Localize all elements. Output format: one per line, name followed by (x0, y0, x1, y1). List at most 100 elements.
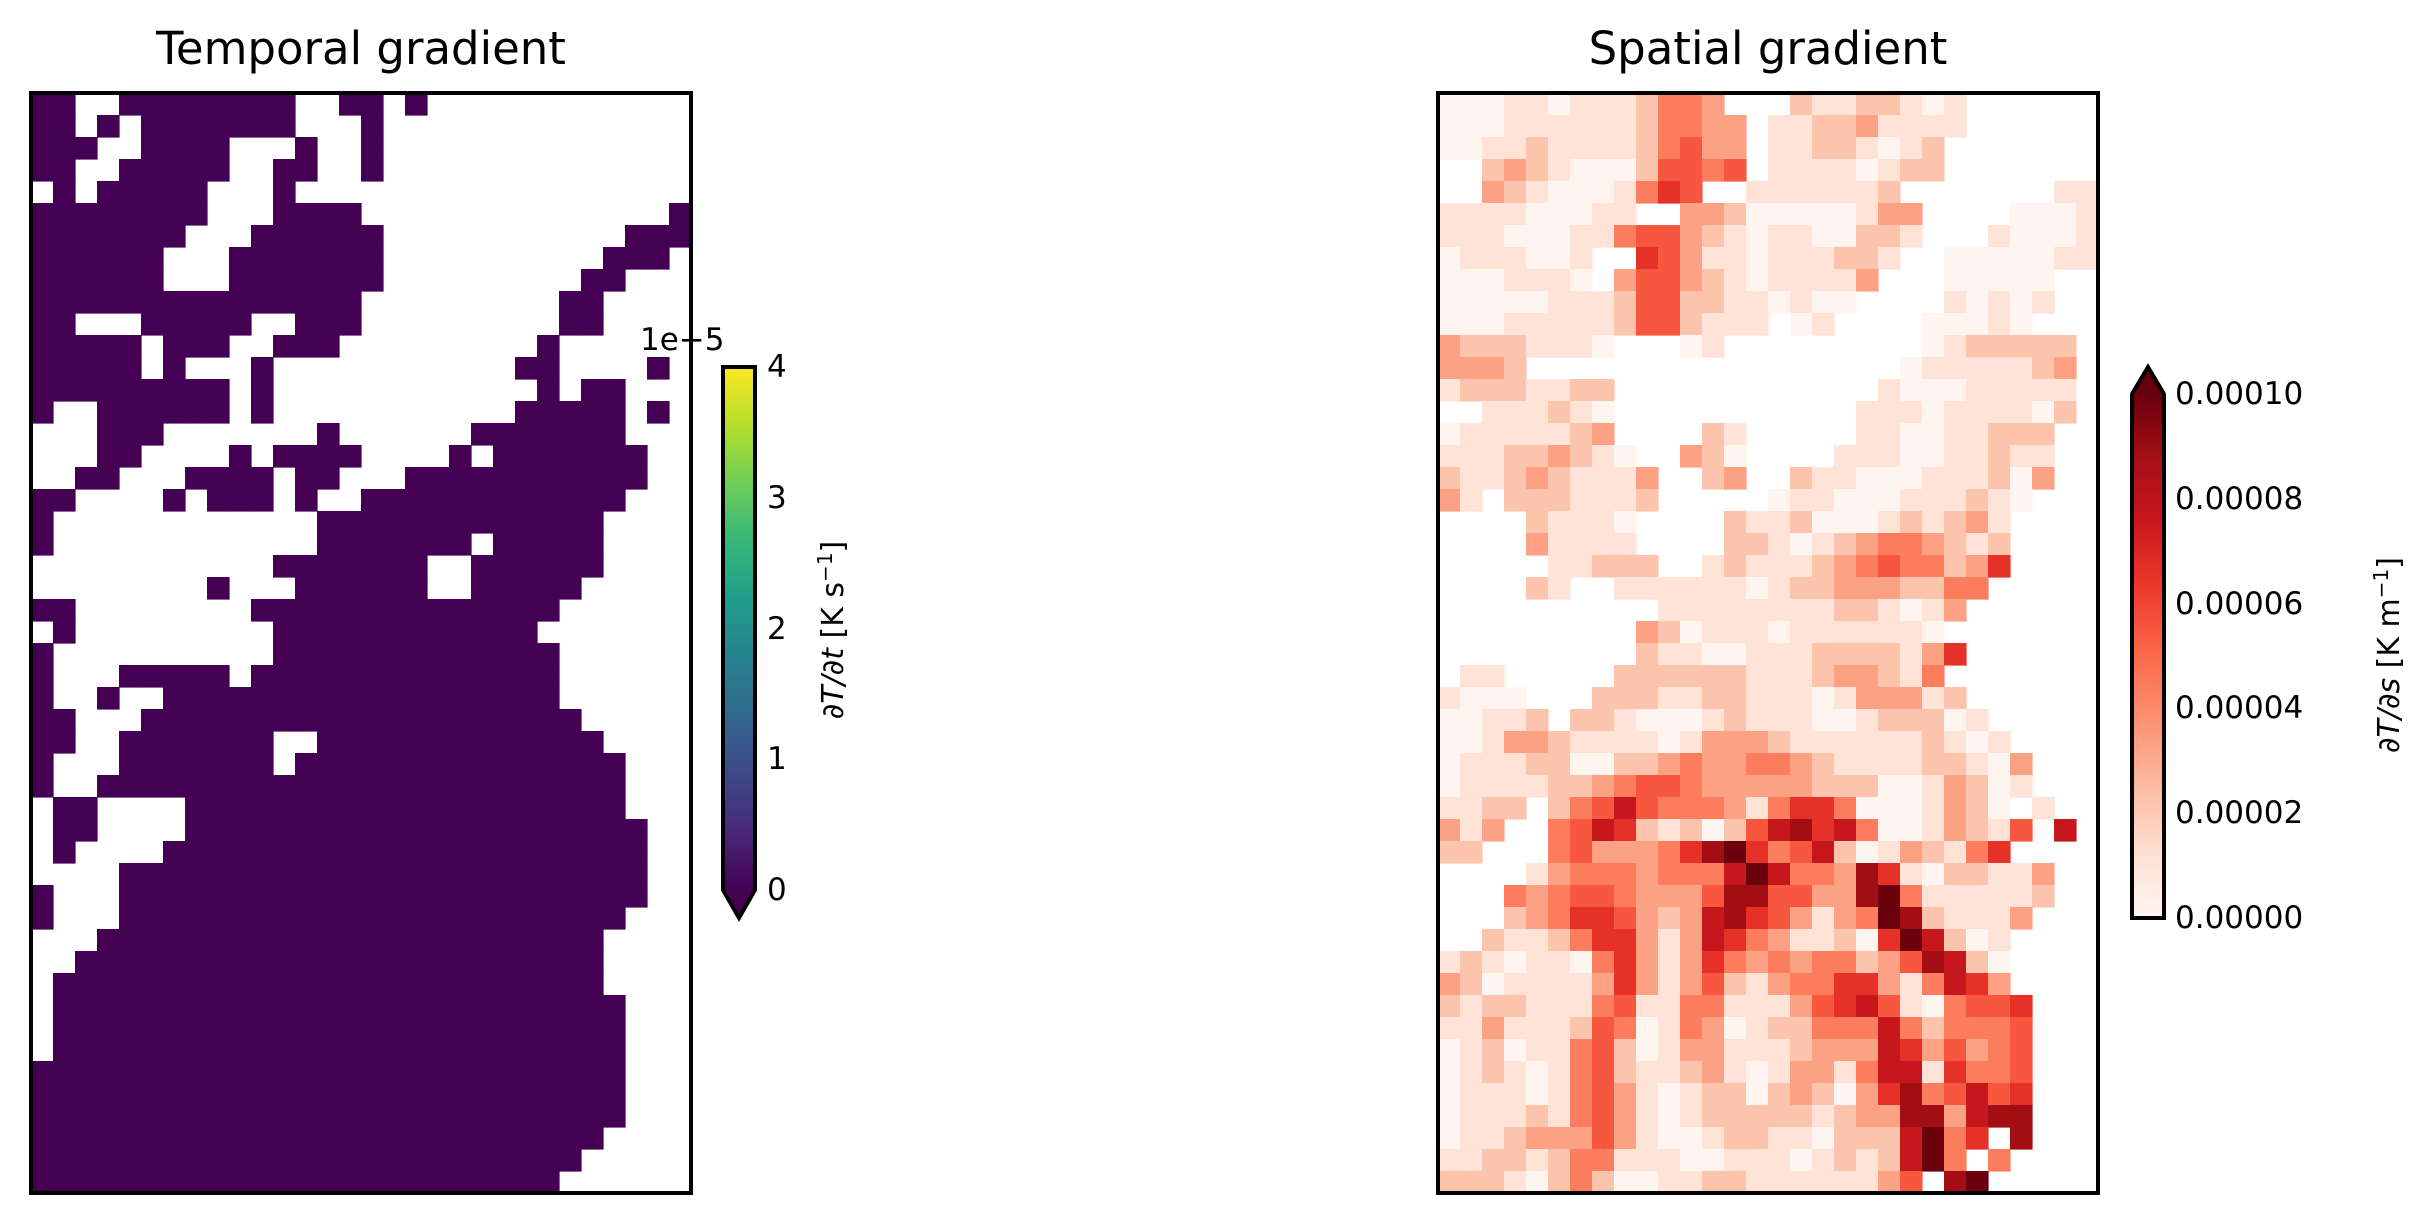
heatmap-cell (119, 291, 142, 314)
heatmap-cell (1680, 313, 1703, 336)
heatmap-cell (53, 291, 76, 314)
heatmap-cell (2010, 247, 2033, 270)
heatmap-cell (1658, 841, 1681, 864)
heatmap-cell (31, 1083, 54, 1106)
heatmap-cell (1856, 863, 1879, 886)
heatmap-cell (581, 841, 604, 864)
heatmap-cell (1834, 1039, 1857, 1062)
heatmap-cell (493, 445, 516, 468)
heatmap-cell (1856, 621, 1879, 644)
heatmap-cell (1922, 1149, 1945, 1172)
heatmap-cell (1702, 423, 1725, 446)
heatmap-cell (2032, 203, 2055, 226)
heatmap-cell (603, 819, 626, 842)
heatmap-cell (405, 599, 428, 622)
heatmap-cell (1636, 225, 1659, 248)
heatmap-cell (1856, 819, 1879, 842)
heatmap-cell (449, 819, 472, 842)
heatmap-cell (1724, 841, 1747, 864)
heatmap-cell (1702, 753, 1725, 776)
heatmap-cell (251, 995, 274, 1018)
heatmap-cell (295, 1083, 318, 1106)
heatmap-cell (493, 1105, 516, 1128)
heatmap-cell (1900, 159, 1923, 182)
heatmap-cell (515, 467, 538, 490)
heatmap-cell (2054, 247, 2077, 270)
heatmap-cell (1724, 863, 1747, 886)
heatmap-cell (1592, 533, 1615, 556)
heatmap-cell (1812, 203, 1835, 226)
heatmap-cell (471, 995, 494, 1018)
heatmap-cell (1592, 1039, 1615, 1062)
heatmap-cell (317, 269, 340, 292)
heatmap-cell (97, 335, 120, 358)
heatmap-cell (1922, 797, 1945, 820)
heatmap-cell (31, 159, 54, 182)
heatmap-cell (1526, 511, 1549, 534)
heatmap-cell (559, 533, 582, 556)
heatmap-cell (185, 1061, 208, 1084)
heatmap-cell (1438, 731, 1461, 754)
heatmap-cell (625, 819, 648, 842)
heatmap-cell (251, 709, 274, 732)
heatmap-cell (1680, 291, 1703, 314)
heatmap-cell (361, 225, 384, 248)
heatmap-cell (559, 797, 582, 820)
heatmap-cell (141, 929, 164, 952)
heatmap-cell (537, 885, 560, 908)
heatmap-cell (1570, 929, 1593, 952)
heatmap-cell (1570, 137, 1593, 160)
heatmap-cell (427, 687, 450, 710)
heatmap-cell (427, 643, 450, 666)
heatmap-cell (1856, 1171, 1879, 1194)
heatmap-cell (449, 665, 472, 688)
heatmap-cell (1746, 533, 1769, 556)
heatmap-cell (273, 445, 296, 468)
heatmap-cell (53, 1127, 76, 1150)
heatmap-cell (559, 1039, 582, 1062)
heatmap-cell (1438, 247, 1461, 270)
heatmap-cell (251, 1061, 274, 1084)
heatmap-cell (1570, 115, 1593, 138)
heatmap-cell (339, 1039, 362, 1062)
heatmap-cell (1438, 951, 1461, 974)
heatmap-cell (1504, 1105, 1527, 1128)
heatmap-cell (1460, 665, 1483, 688)
heatmap-cell (1548, 203, 1571, 226)
heatmap-cell (361, 577, 384, 600)
heatmap-cell (119, 247, 142, 270)
heatmap-cell (1812, 929, 1835, 952)
label-close: ] (2372, 557, 2407, 569)
heatmap-cell (273, 665, 296, 688)
heatmap-cell (1614, 819, 1637, 842)
heatmap-cell (1878, 687, 1901, 710)
heatmap-cell (1724, 423, 1747, 446)
heatmap-cell (427, 973, 450, 996)
heatmap-cell (537, 357, 560, 380)
heatmap-cell (471, 1149, 494, 1172)
heatmap-cell (449, 643, 472, 666)
heatmap-cell (339, 555, 362, 578)
heatmap-cell (361, 973, 384, 996)
heatmap-cell (1966, 841, 1989, 864)
heatmap-cell (1812, 1105, 1835, 1128)
heatmap-cell (53, 335, 76, 358)
heatmap-cell (1636, 951, 1659, 974)
heatmap-cell (229, 313, 252, 336)
heatmap-cell (317, 1171, 340, 1194)
heatmap-cell (1900, 203, 1923, 226)
heatmap-cell (1790, 1127, 1813, 1150)
heatmap-cell (559, 951, 582, 974)
heatmap-cell (163, 225, 186, 248)
heatmap-cell (1526, 731, 1549, 754)
heatmap-cell (2076, 225, 2099, 248)
heatmap-cell (1878, 973, 1901, 996)
heatmap-cell (339, 533, 362, 556)
heatmap-cell (119, 445, 142, 468)
heatmap-cell (141, 159, 164, 182)
heatmap-cell (1482, 775, 1505, 798)
heatmap-cell (1878, 159, 1901, 182)
heatmap-cell (119, 885, 142, 908)
colorbar-tick-label: 0.00010 (2175, 376, 2304, 412)
heatmap-cell (1636, 181, 1659, 204)
